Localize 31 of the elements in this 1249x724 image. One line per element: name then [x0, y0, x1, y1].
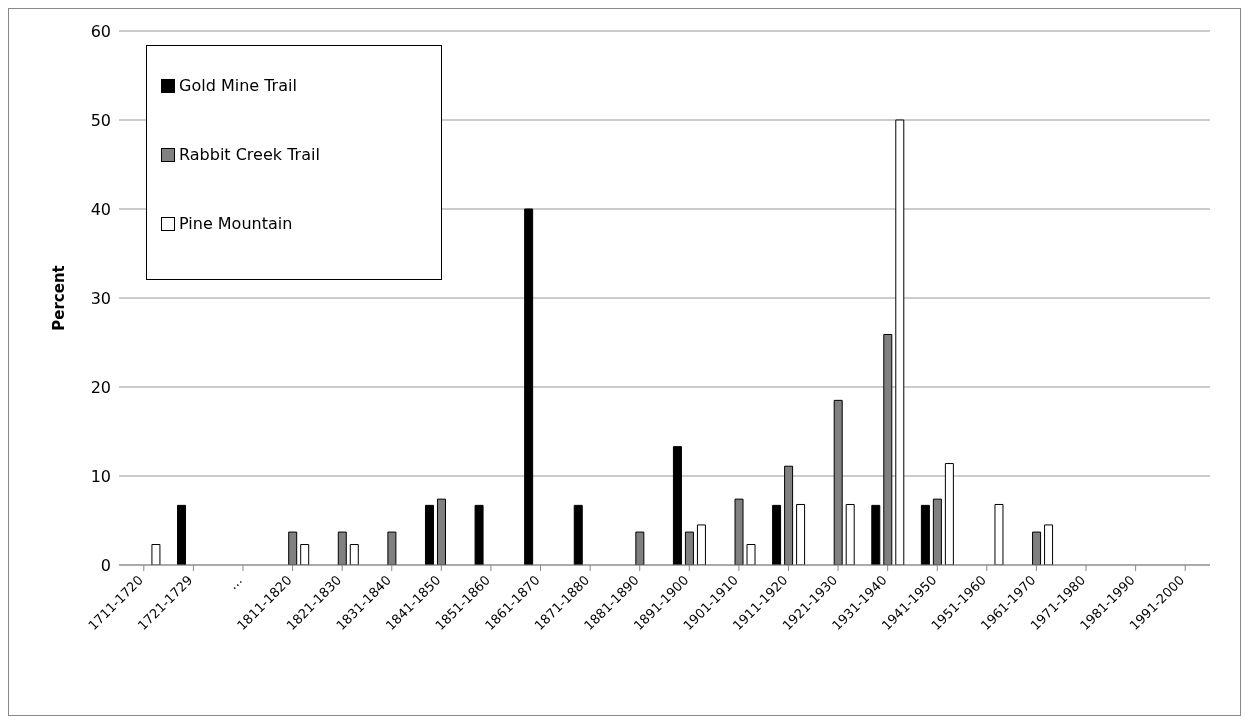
y-tick-label: 10	[90, 466, 111, 486]
y-tick-label: 50	[90, 110, 111, 130]
bar	[994, 503, 1004, 565]
bar	[474, 504, 484, 565]
bar	[300, 544, 310, 565]
bar	[177, 504, 187, 565]
y-axis-title: Percent	[50, 265, 69, 331]
y-tick-label: 30	[90, 288, 111, 308]
bar	[151, 544, 161, 565]
y-tick-label: 40	[90, 199, 111, 219]
bar	[796, 503, 806, 565]
bar	[424, 504, 434, 565]
bar	[573, 504, 583, 565]
bar	[920, 504, 930, 565]
legend-label: Gold Mine Trail	[179, 76, 297, 95]
bar	[349, 544, 359, 565]
y-tick-label: 20	[90, 377, 111, 397]
y-tick-label: 60	[90, 21, 111, 41]
bar	[845, 503, 855, 565]
bar	[696, 524, 706, 565]
bar	[1044, 524, 1054, 565]
legend-label: Pine Mountain	[179, 214, 293, 233]
legend-label: Rabbit Creek Trail	[179, 145, 320, 164]
bar	[672, 446, 682, 565]
bar	[871, 504, 881, 565]
bar	[895, 119, 905, 565]
bar	[772, 504, 782, 565]
bar	[944, 463, 954, 565]
bar	[746, 544, 756, 565]
y-tick-label: 0	[100, 555, 111, 575]
bar	[524, 208, 534, 565]
